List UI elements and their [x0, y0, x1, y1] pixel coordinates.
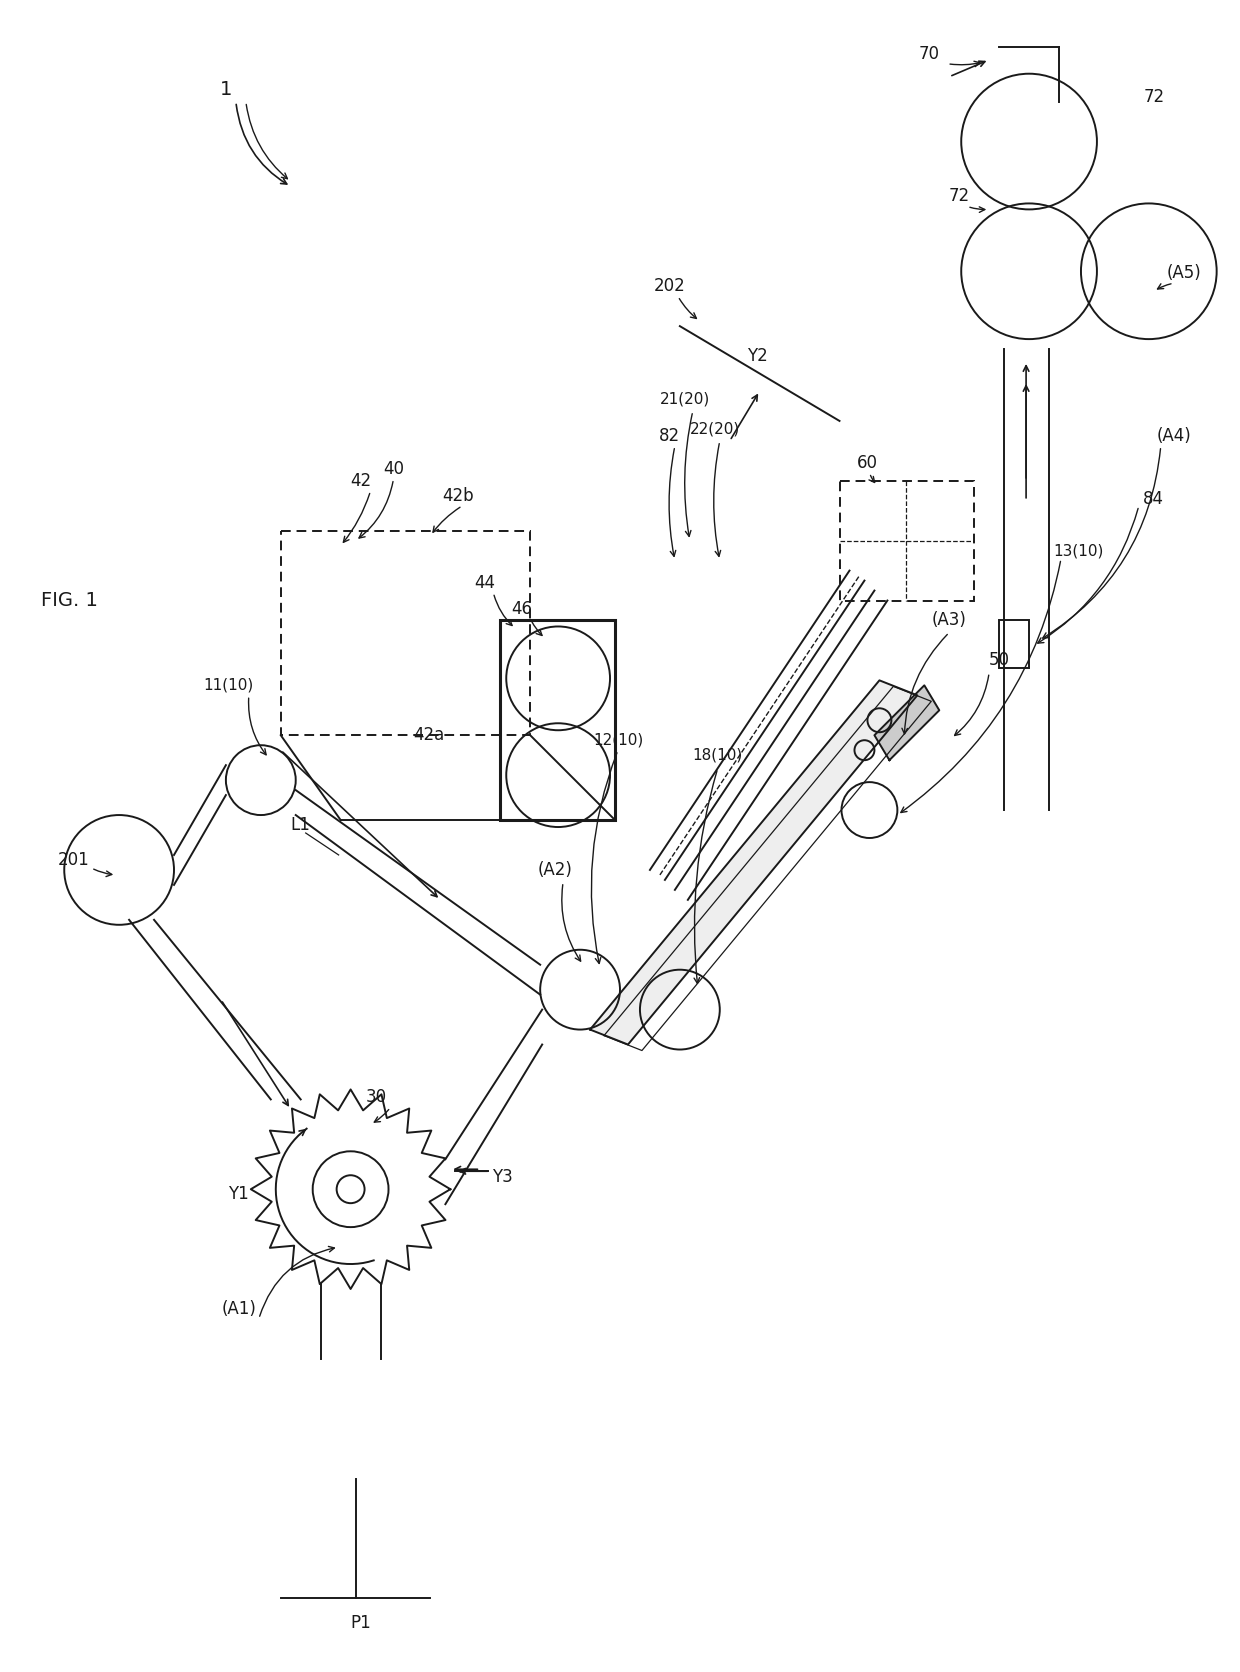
Text: L1: L1 [290, 816, 311, 834]
Text: 60: 60 [857, 453, 878, 472]
Text: 13(10): 13(10) [1054, 543, 1104, 558]
Text: (A3): (A3) [931, 612, 967, 629]
Text: FIG. 1: FIG. 1 [41, 590, 98, 610]
Text: 18(10): 18(10) [693, 747, 743, 762]
Text: 11(10): 11(10) [203, 677, 254, 692]
Bar [999, 620, 1029, 669]
Text: 46: 46 [512, 600, 533, 617]
Text: 50: 50 [988, 652, 1009, 669]
Polygon shape [874, 686, 939, 761]
Text: 1: 1 [219, 80, 232, 99]
Bar [500, 620, 615, 819]
Text: 42b: 42b [443, 487, 474, 505]
Text: (A5): (A5) [1167, 264, 1202, 283]
Text: 70: 70 [919, 45, 940, 64]
Text: 72: 72 [1143, 87, 1164, 105]
Text: 84: 84 [1143, 490, 1164, 508]
Text: 40: 40 [383, 460, 404, 478]
Text: Y2: Y2 [748, 348, 768, 364]
Text: Y1: Y1 [228, 1185, 249, 1204]
Bar [280, 530, 531, 736]
Polygon shape [590, 681, 918, 1045]
Bar [839, 482, 975, 600]
Text: 12(10): 12(10) [593, 732, 644, 747]
Text: 44: 44 [474, 573, 495, 592]
Text: 82: 82 [660, 426, 681, 445]
Text: (A4): (A4) [1157, 426, 1192, 445]
Text: 202: 202 [653, 278, 686, 296]
Text: 21(20): 21(20) [660, 391, 711, 406]
Text: 22(20): 22(20) [689, 421, 740, 436]
Text: 72: 72 [949, 187, 970, 206]
Text: 42: 42 [350, 472, 371, 490]
Text: 30: 30 [366, 1088, 387, 1107]
Text: Y3: Y3 [492, 1169, 512, 1185]
Text: P1: P1 [350, 1613, 371, 1632]
Text: (A2): (A2) [538, 861, 573, 879]
Text: 42a: 42a [413, 726, 444, 744]
Text: 201: 201 [57, 851, 89, 869]
Text: (A1): (A1) [222, 1299, 257, 1318]
